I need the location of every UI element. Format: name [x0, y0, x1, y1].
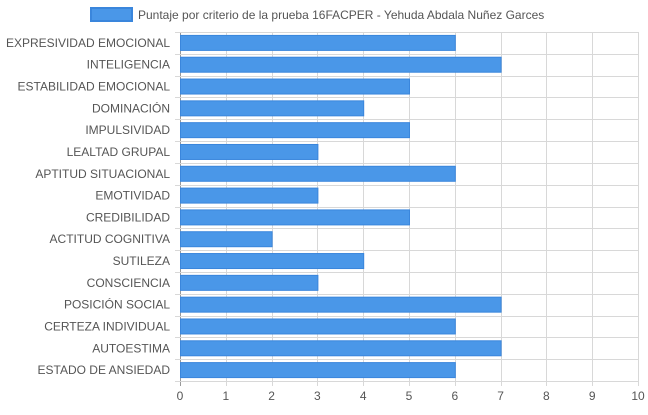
- bars: [180, 34, 502, 379]
- bar[interactable]: [180, 209, 410, 226]
- category-label: ACTITUD COGNITIVA: [50, 232, 170, 246]
- category-label: INTELIGENCIA: [87, 58, 170, 72]
- category-label: DOMINACIÓN: [92, 100, 170, 115]
- bar[interactable]: [180, 362, 456, 379]
- category-label: CERTEZA INDIVIDUAL: [44, 319, 170, 333]
- x-tick-label: 2: [268, 389, 275, 403]
- legend-swatch: [90, 7, 133, 22]
- y-axis-labels: EXPRESIVIDAD EMOCIONAL INTELIGENCIA ESTABI…: [6, 36, 170, 377]
- bar[interactable]: [180, 143, 319, 160]
- legend-label: Puntaje por criterio de la prueba 16FACP…: [138, 8, 544, 22]
- bar[interactable]: [180, 274, 319, 291]
- category-label: EMOTIVIDAD: [95, 189, 170, 203]
- x-tick-label: 7: [497, 389, 504, 403]
- x-tick-label: 1: [222, 389, 229, 403]
- bar[interactable]: [180, 100, 365, 117]
- bar[interactable]: [180, 78, 410, 95]
- x-tick-label: 3: [314, 389, 321, 403]
- category-label: CREDIBILIDAD: [86, 210, 170, 224]
- bar[interactable]: [180, 296, 502, 313]
- bar[interactable]: [180, 340, 502, 357]
- category-label: CONSCIENCIA: [87, 276, 170, 290]
- category-label: IMPULSIVIDAD: [85, 123, 170, 137]
- bar[interactable]: [180, 122, 410, 139]
- category-label: LEALTAD GRUPAL: [67, 145, 171, 159]
- x-tick-label: 9: [589, 389, 596, 403]
- category-label: POSICIÓN SOCIAL: [64, 297, 170, 312]
- bar[interactable]: [180, 231, 273, 248]
- x-tick-label: 5: [406, 389, 413, 403]
- x-tick-label: 0: [177, 389, 184, 403]
- category-label: ESTABILIDAD EMOCIONAL: [18, 80, 171, 94]
- category-label: ESTADO DE ANSIEDAD: [38, 363, 171, 377]
- category-label: APTITUD SITUACIONAL: [35, 167, 170, 181]
- bar[interactable]: [180, 318, 456, 335]
- x-tick-label: 6: [451, 389, 458, 403]
- x-tick-label: 10: [631, 389, 645, 403]
- bar[interactable]: [180, 34, 456, 51]
- x-axis-ticks: 0 1 2 3 4 5 6 7 8 9 10: [177, 389, 645, 403]
- category-label: AUTOESTIMA: [92, 341, 170, 355]
- legend[interactable]: Puntaje por criterio de la prueba 16FACP…: [90, 7, 544, 22]
- category-label: EXPRESIVIDAD EMOCIONAL: [6, 36, 170, 50]
- x-tick-label: 4: [360, 389, 367, 403]
- bar[interactable]: [180, 187, 319, 204]
- bar[interactable]: [180, 56, 502, 73]
- category-label: SUTILEZA: [113, 254, 170, 268]
- bar[interactable]: [180, 253, 365, 270]
- x-tick-label: 8: [543, 389, 550, 403]
- bar[interactable]: [180, 165, 456, 182]
